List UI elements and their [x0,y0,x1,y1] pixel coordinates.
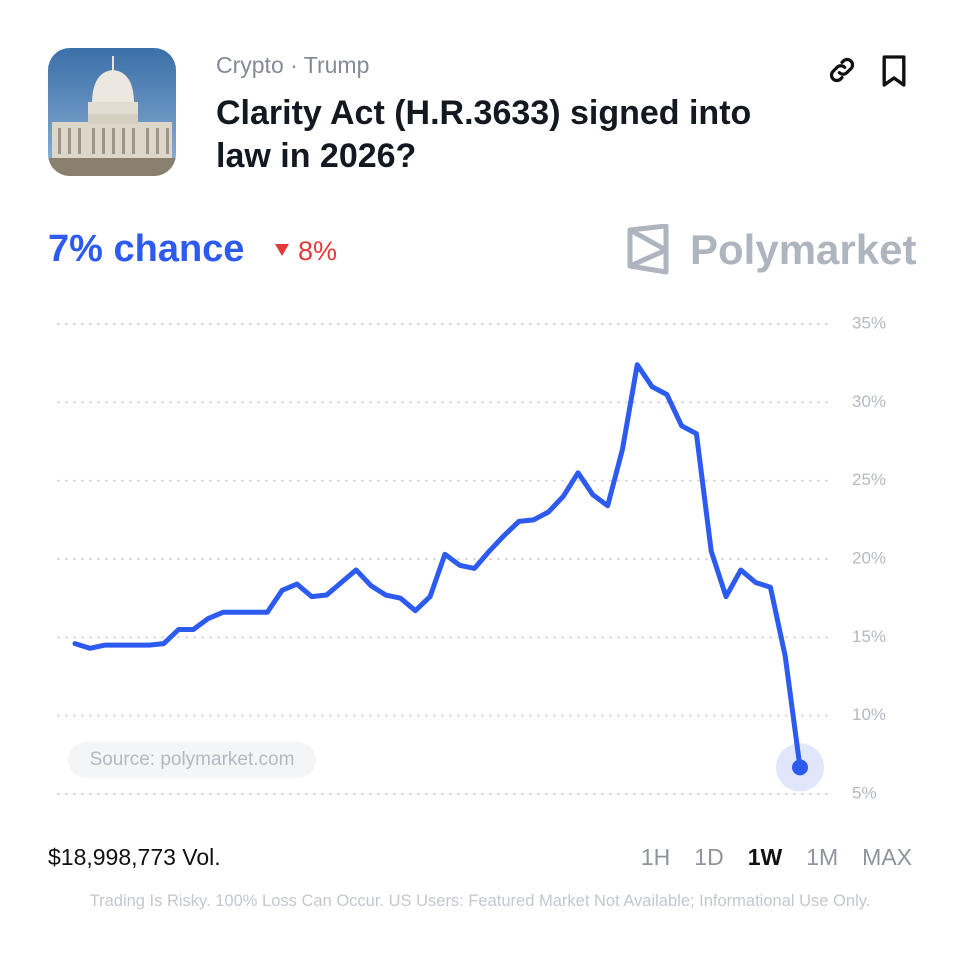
range-button[interactable]: 1H [640,844,671,870]
price-chart: Source: polymarket.com 5% 10% 15% 20% 25% 30%… [57,313,886,802]
y-tick-label: 15% [852,627,886,646]
volume: $18,998,773 Vol. [48,844,221,870]
link-button[interactable] [826,54,858,86]
brand-logo [627,224,669,275]
source-badge [68,742,316,778]
y-tick-label: 35% [852,313,886,332]
range-button[interactable]: 1W [747,844,783,870]
price-line [72,362,803,770]
y-tick-label: 25% [852,470,886,489]
down-arrow [275,244,289,256]
range-button[interactable]: 1M [806,844,839,870]
brand-name: Polymarket [690,226,917,273]
y-tick-label: 20% [852,548,886,567]
change: 8% [298,236,338,266]
market-image [48,48,176,176]
disclaimer: Trading Is Risky. 100% Loss Can Occur. U… [89,892,871,910]
range-selector: 1H 1D 1W 1M MAX [641,844,912,871]
chance: 7% chance [48,228,245,270]
range-button[interactable]: MAX [862,844,912,870]
market-title: Clarity Act (H.R.3633) signed into law i… [216,94,752,175]
y-tick-label: 5% [852,783,877,802]
category: Crypto · Trump [216,52,370,78]
range-button[interactable]: 1D [694,844,724,870]
source: Source: polymarket.com [90,749,295,770]
bookmark-button[interactable] [880,54,908,88]
y-tick-label: 30% [852,392,886,411]
last-point [792,759,808,776]
y-tick-label: 10% [852,705,886,724]
